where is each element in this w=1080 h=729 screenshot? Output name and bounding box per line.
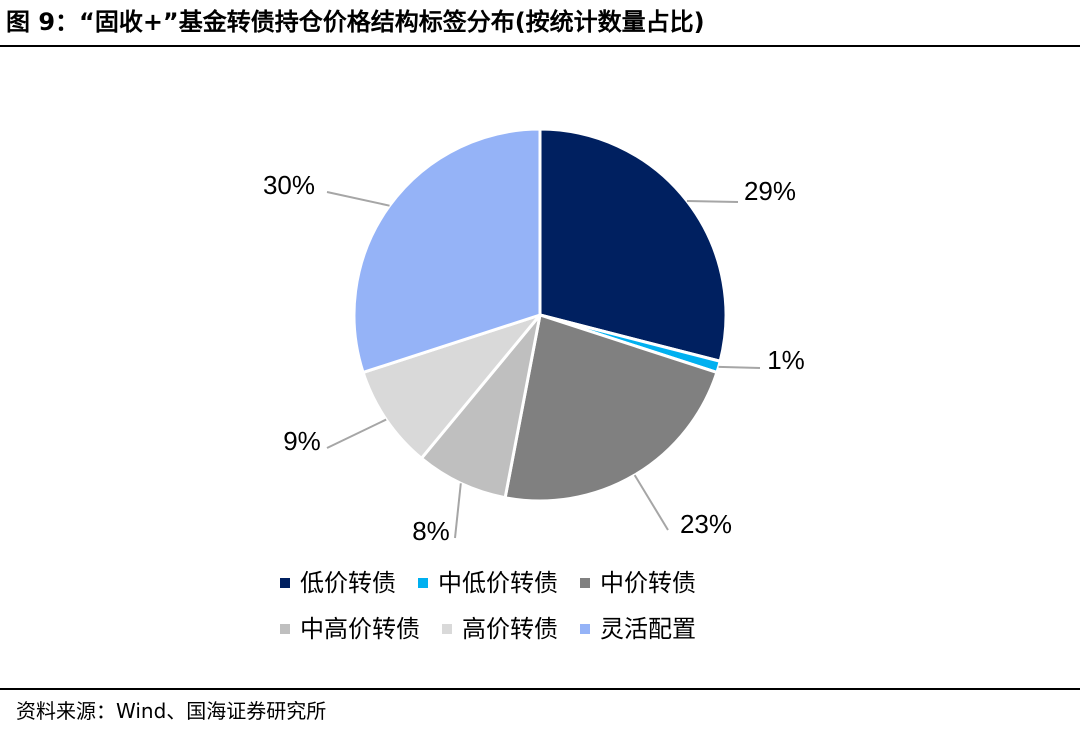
pie-chart: 29% 1% 23% 8% 9% 30% bbox=[263, 127, 805, 546]
title-divider bbox=[0, 45, 1080, 47]
chart-title: 图 9：“固收+”基金转债持仓价格结构标签分布(按统计数量占比) bbox=[6, 8, 705, 36]
source-note: 资料来源：Wind、国海证券研究所 bbox=[16, 699, 327, 723]
data-label-4: 8% bbox=[412, 516, 450, 546]
legend-swatch-4 bbox=[280, 624, 290, 634]
legend-item-5: 高价转债 bbox=[442, 614, 558, 644]
legend-label-3: 中价转债 bbox=[600, 569, 696, 597]
legend-swatch-6 bbox=[580, 624, 590, 634]
pie-slices bbox=[352, 127, 728, 503]
leader-line-3 bbox=[633, 474, 669, 531]
legend-swatch-1 bbox=[280, 578, 290, 588]
data-label-2: 1% bbox=[767, 345, 805, 375]
legend-item-3: 中价转债 bbox=[580, 568, 696, 598]
legend-item-2: 中低价转债 bbox=[418, 568, 558, 598]
chart-legend: 低价转债 中低价转债 中价转债中高价转债 高价转债 灵活配置 bbox=[280, 568, 800, 644]
legend-swatch-2 bbox=[418, 578, 428, 588]
leader-line-5 bbox=[326, 418, 387, 449]
source-divider bbox=[0, 688, 1080, 690]
leader-line-4 bbox=[454, 483, 462, 539]
leader-line-1 bbox=[686, 200, 739, 203]
legend-label-2: 中低价转债 bbox=[438, 569, 558, 597]
pie-slice-5 bbox=[361, 313, 542, 460]
data-label-6: 30% bbox=[263, 170, 315, 200]
legend-swatch-5 bbox=[442, 624, 452, 634]
data-labels: 29% 1% 23% 8% 9% 30% bbox=[263, 170, 805, 546]
data-label-5: 9% bbox=[283, 426, 321, 456]
legend-label-4: 中高价转债 bbox=[300, 615, 420, 643]
leader-lines bbox=[326, 191, 761, 539]
legend-item-1: 低价转债 bbox=[280, 568, 396, 598]
legend-label-1: 低价转债 bbox=[300, 569, 396, 597]
legend-item-6: 灵活配置 bbox=[580, 614, 696, 644]
legend-item-4: 中高价转债 bbox=[280, 614, 420, 644]
leader-line-6 bbox=[326, 191, 390, 207]
legend-label-6: 灵活配置 bbox=[600, 615, 696, 643]
data-label-3: 23% bbox=[680, 509, 732, 539]
pie-slice-6 bbox=[352, 127, 542, 374]
legend-label-5: 高价转债 bbox=[462, 615, 558, 643]
legend-swatch-3 bbox=[580, 578, 590, 588]
pie-slice-4 bbox=[419, 313, 542, 500]
leader-line-2 bbox=[718, 365, 761, 369]
data-label-1: 29% bbox=[744, 176, 796, 206]
